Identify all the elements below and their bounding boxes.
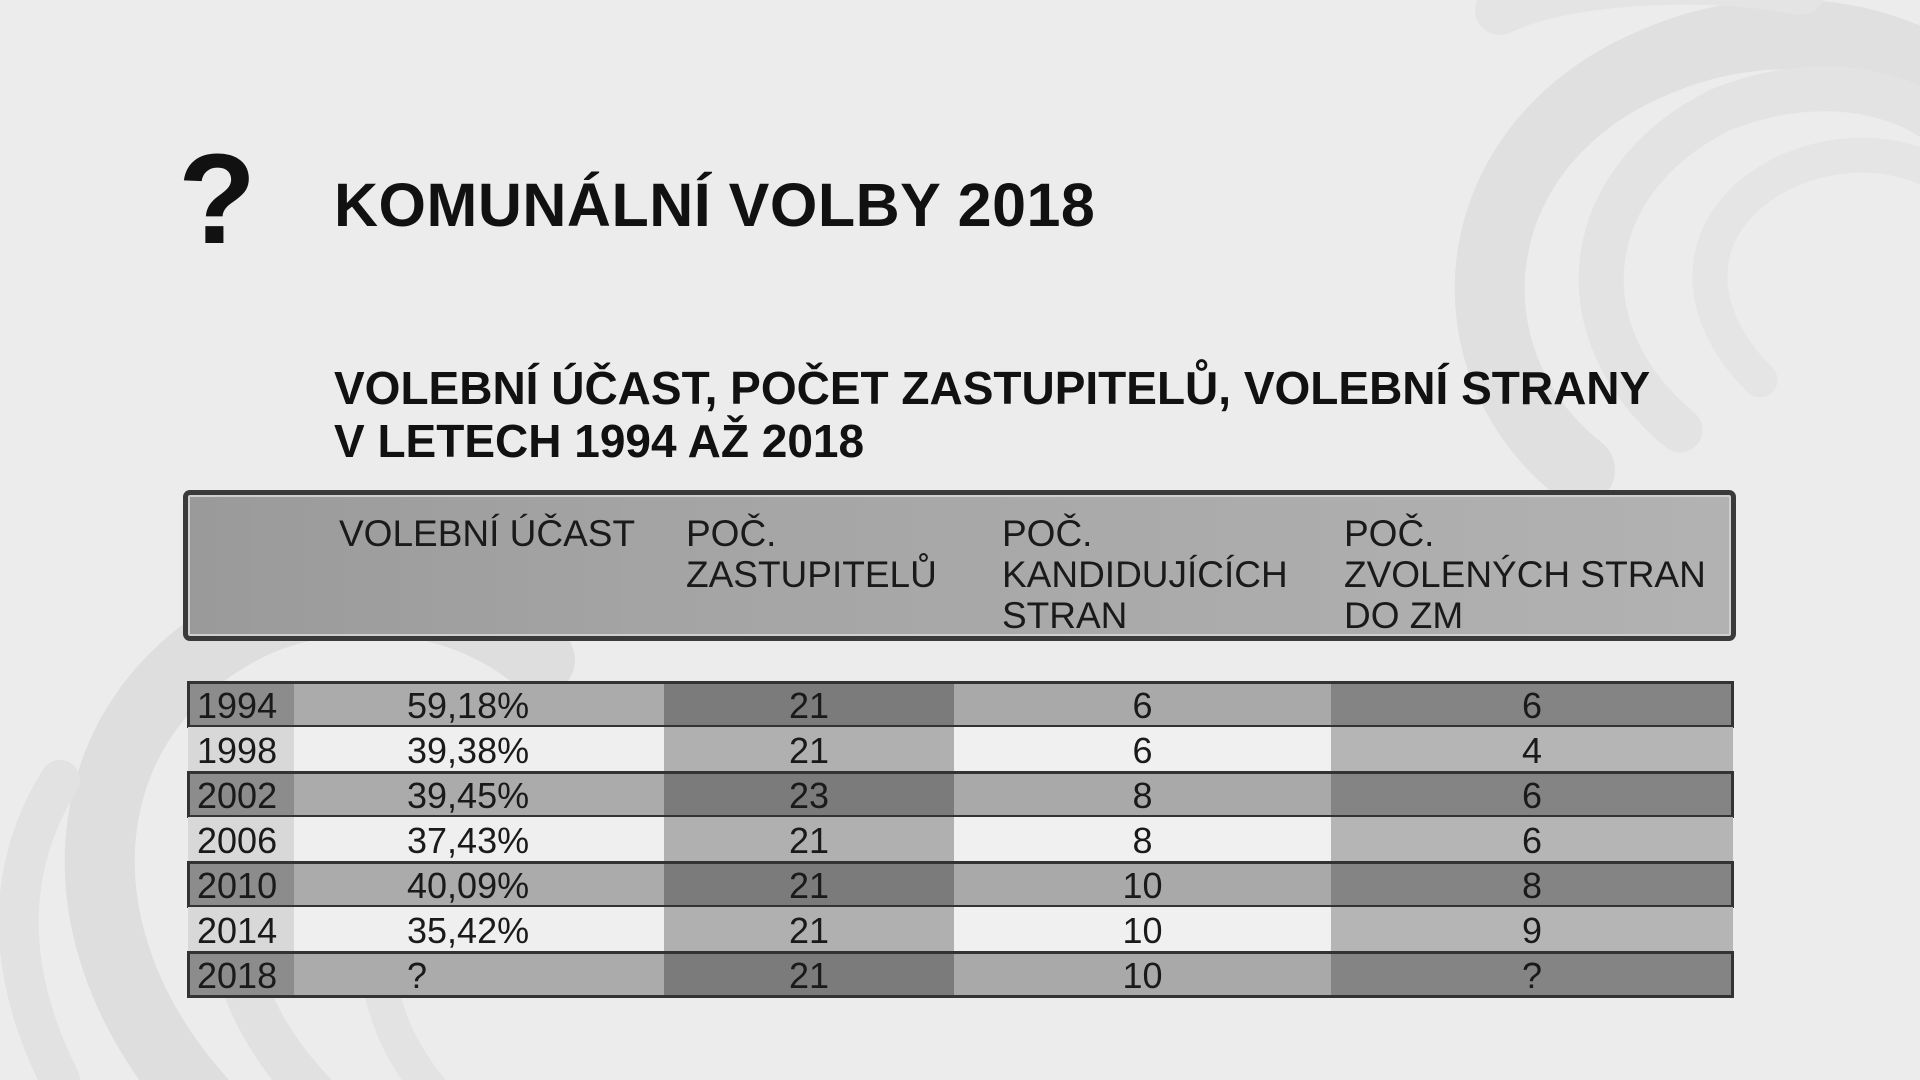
data-table: 1994 59,18% 21 6 6 1998 39,38% 21 6 4 20… [187,681,1734,998]
cell-candidate-parties: 10 [954,907,1331,952]
cell-elected-parties: 6 [1331,817,1733,862]
cell-year: 2010 [188,862,294,907]
table-row: 1998 39,38% 21 6 4 [188,727,1733,772]
table-row: 2010 40,09% 21 10 8 [187,861,1734,908]
page-title: KOMUNÁLNÍ VOLBY 2018 [334,171,1096,239]
header-line: POČ. [686,513,777,554]
table-row: 2018 ? 21 10 ? [187,951,1734,998]
column-header-turnout: VOLEBNÍ ÚČAST [339,513,635,554]
cell-seats: 21 [664,952,954,997]
header-line: POČ. [1344,513,1435,554]
turnout-value: 37,43% [407,820,530,861]
turnout-value: 39,45% [407,775,530,816]
turnout-value: 35,42% [407,910,530,951]
table-subtitle: VOLEBNÍ ÚČAST, POČET ZASTUPITELŮ, VOLEBN… [334,362,1650,468]
cell-year: 2018 [188,952,294,997]
cell-candidate-parties: 10 [954,952,1331,997]
cell-elected-parties: 9 [1331,907,1733,952]
turnout-value: ? [407,955,428,996]
table-row: 2014 35,42% 21 10 9 [188,907,1733,952]
turnout-value: 59,18% [407,685,530,726]
cell-candidate-parties: 6 [954,682,1331,727]
cell-turnout: 35,42% [294,907,664,952]
cell-year: 1998 [188,727,294,772]
cell-candidate-parties: 6 [954,727,1331,772]
subtitle-line-1: VOLEBNÍ ÚČAST, POČET ZASTUPITELŮ, VOLEBN… [334,362,1651,414]
table-row: 2002 39,45% 23 8 6 [187,771,1734,818]
question-mark-icon: ? [178,128,257,271]
turnout-value: 40,09% [407,865,530,906]
cell-turnout: 59,18% [294,682,664,727]
header-line: POČ. [1002,513,1093,554]
cell-elected-parties: ? [1331,952,1733,997]
table-row: 1994 59,18% 21 6 6 [187,681,1734,728]
header-line: KANDIDUJÍCÍCH [1002,554,1288,595]
cell-seats: 21 [664,862,954,907]
cell-year: 2002 [188,772,294,817]
cell-turnout: 39,38% [294,727,664,772]
subtitle-line-2: V LETECH 1994 AŽ 2018 [334,415,865,467]
cell-year: 2014 [188,907,294,952]
header-line: VOLEBNÍ ÚČAST [339,513,636,554]
cell-candidate-parties: 8 [954,772,1331,817]
cell-seats: 21 [664,682,954,727]
cell-elected-parties: 6 [1331,682,1733,727]
cell-elected-parties: 4 [1331,727,1733,772]
cell-candidate-parties: 8 [954,817,1331,862]
cell-elected-parties: 8 [1331,862,1733,907]
turnout-value: 39,38% [407,730,530,771]
cell-turnout: 39,45% [294,772,664,817]
header-line: STRAN [1002,595,1128,636]
cell-seats: 21 [664,907,954,952]
header-line: DO ZM [1344,595,1464,636]
column-header-seats: POČ. ZASTUPITELŮ [686,513,937,595]
cell-turnout: 37,43% [294,817,664,862]
cell-year: 1994 [188,682,294,727]
cell-seats: 21 [664,727,954,772]
header-line: ZVOLENÝCH STRAN [1344,554,1706,595]
cell-seats: 23 [664,772,954,817]
cell-turnout: 40,09% [294,862,664,907]
column-header-elected-parties: POČ. ZVOLENÝCH STRAN DO ZM [1344,513,1706,636]
cell-seats: 21 [664,817,954,862]
cell-turnout: ? [294,952,664,997]
cell-elected-parties: 6 [1331,772,1733,817]
table-row: 2006 37,43% 21 8 6 [188,817,1733,862]
column-header-candidate-parties: POČ. KANDIDUJÍCÍCH STRAN [1002,513,1288,636]
cell-year: 2006 [188,817,294,862]
cell-candidate-parties: 10 [954,862,1331,907]
table-header: VOLEBNÍ ÚČAST POČ. ZASTUPITELŮ POČ. KAND… [183,490,1736,641]
header-line: ZASTUPITELŮ [686,554,937,595]
